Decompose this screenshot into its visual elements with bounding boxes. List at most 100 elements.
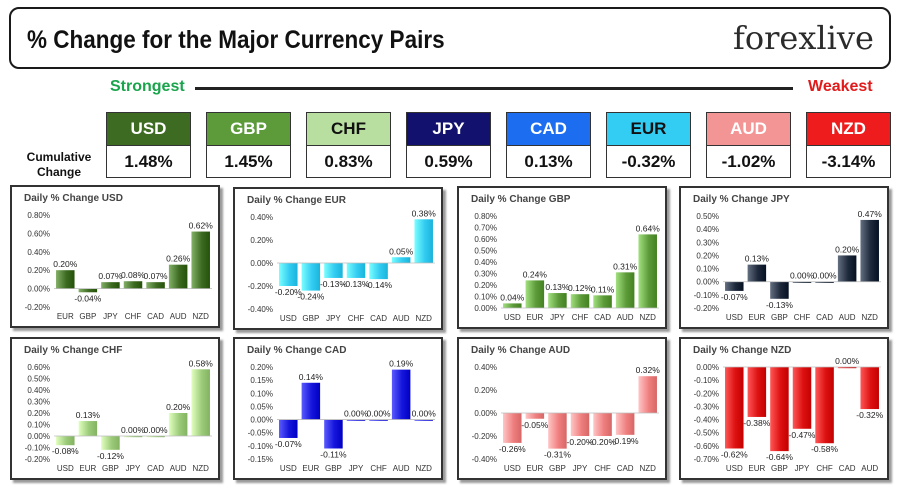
data-label: -0.11%	[320, 449, 347, 459]
bar-chart: 0.00% 0.10% 0.20% 0.30% 0.40% 0.50% 0.60% 0.70%…	[474, 212, 661, 322]
bar-eur	[78, 421, 98, 436]
y-tick-label: 0.00%	[474, 304, 497, 313]
bar-nzd	[638, 376, 657, 413]
y-tick-label: 0.00%	[27, 432, 50, 441]
data-label: -0.12%	[97, 451, 124, 461]
x-tick-label: CAD	[147, 464, 164, 473]
data-label: 0.58%	[189, 358, 214, 368]
y-tick-label: -0.15%	[248, 455, 273, 464]
data-label: -0.64%	[766, 452, 793, 462]
currency-value-eur: -0.32%	[606, 146, 691, 178]
data-label: -0.20%	[275, 287, 302, 297]
bar-jpy	[792, 367, 812, 429]
bar-jpy	[570, 413, 590, 436]
x-tick-label: CHF	[594, 464, 611, 473]
x-tick-label: EUR	[748, 464, 765, 473]
bar-aud	[168, 264, 188, 289]
bar-cad	[146, 436, 165, 438]
x-tick-label: CHF	[370, 464, 387, 473]
y-tick-label: 0.60%	[27, 363, 50, 372]
bar-cad	[615, 413, 635, 435]
data-label: -0.19%	[612, 436, 639, 446]
data-label: 0.00%	[412, 409, 437, 419]
x-tick-label: GBP	[771, 313, 788, 322]
y-tick-label: -0.40%	[472, 455, 497, 464]
y-tick-label: 0.50%	[474, 247, 497, 256]
x-tick-label: CAD	[617, 464, 634, 473]
y-tick-label: 0.00%	[250, 416, 273, 425]
data-label: 0.07%	[144, 271, 169, 281]
currency-box-usd: USD	[106, 112, 191, 146]
y-tick-label: 0.00%	[27, 285, 50, 294]
weakest-label: Weakest	[808, 78, 873, 95]
chart-title: Daily % Change AUD	[471, 345, 571, 356]
x-tick-label: EUR	[57, 312, 74, 321]
y-tick-label: 0.10%	[696, 265, 719, 274]
y-tick-label: 0.10%	[474, 293, 497, 302]
x-tick-label: CAD	[839, 464, 856, 473]
chart-panel-eur: Daily % Change EUR -0.40% -0.20% 0.00% 0.20…	[233, 187, 443, 330]
y-tick-label: 0.00%	[474, 409, 497, 418]
data-label: 0.00%	[790, 271, 815, 281]
bar-chart: -0.70% -0.60% -0.50% -0.40% -0.30% -0.20% -0.1…	[694, 356, 884, 473]
x-tick-label: AUD	[861, 464, 878, 473]
bar-gbp	[301, 263, 321, 291]
x-tick-label: USD	[504, 313, 521, 322]
x-tick-label: JPY	[126, 464, 141, 473]
bar-cad	[815, 281, 834, 283]
x-tick-label: AUD	[170, 312, 187, 321]
x-tick-label: AUD	[393, 314, 410, 323]
chart-panel-cad: Daily % Change CAD -0.15% -0.10% -0.05% 0.0…	[233, 337, 443, 480]
y-tick-label: -0.40%	[248, 305, 273, 314]
x-tick-label: JPY	[349, 464, 364, 473]
x-tick-label: AUD	[393, 464, 410, 473]
x-tick-label: CHF	[816, 464, 833, 473]
bar-chart: -0.20% -0.10% 0.00% 0.10% 0.20% 0.30% 0.40% 0.5…	[694, 209, 883, 322]
x-tick-label: CHF	[794, 313, 811, 322]
bar-aud	[391, 257, 411, 263]
chart-title: Daily % Change EUR	[247, 195, 346, 206]
x-tick-label: USD	[504, 464, 521, 473]
x-tick-label: USD	[280, 314, 297, 323]
data-label: -0.26%	[499, 444, 526, 454]
currency-box-gbp: GBP	[206, 112, 291, 146]
data-label: 0.07%	[98, 271, 123, 281]
data-label: 0.11%	[591, 284, 615, 294]
bar-eur	[525, 413, 545, 419]
y-tick-label: 0.20%	[250, 363, 273, 372]
x-tick-label: AUD	[617, 313, 634, 322]
y-tick-label: 0.40%	[27, 248, 50, 257]
y-tick-label: 0.30%	[474, 270, 497, 279]
bar-usd	[725, 367, 744, 449]
bar-chart: -0.40% -0.20% 0.00% 0.20% 0.40% -0.26% USD -0.0…	[472, 363, 661, 473]
bar-chart: -0.40%-0.20%0.00%0.20%0.40%-0.20%USD-0.2…	[248, 208, 437, 323]
bar-chart: -0.20% -0.10% 0.00% 0.10% 0.20% 0.30% 0.40% 0.5…	[25, 358, 214, 473]
y-tick-label: -0.20%	[694, 389, 719, 398]
y-tick-label: 0.20%	[27, 266, 50, 275]
data-label: 0.00%	[367, 409, 392, 419]
data-label: 0.13%	[545, 282, 570, 292]
bar-eur	[301, 382, 321, 420]
bar-jpy	[324, 263, 343, 278]
data-label: -0.20%	[589, 437, 616, 447]
data-label: -0.13%	[320, 279, 347, 289]
data-label: 0.64%	[636, 223, 661, 233]
y-tick-label: 0.70%	[474, 224, 497, 233]
data-label: 0.19%	[389, 359, 414, 369]
x-tick-label: JPY	[103, 312, 118, 321]
bar-jpy	[346, 419, 366, 421]
chart-panel-nzd: Daily % Change NZD -0.70% -0.60% -0.50% -0.…	[679, 337, 889, 480]
x-tick-label: EUR	[79, 464, 96, 473]
bar-chart: -0.15% -0.10% -0.05% 0.00% 0.05% 0.10% 0.15% 0.…	[248, 359, 437, 473]
bar-gbp	[770, 367, 789, 452]
y-tick-label: 0.40%	[696, 225, 719, 234]
bar-eur	[525, 280, 545, 308]
x-tick-label: NZD	[192, 464, 209, 473]
data-label: -0.62%	[721, 449, 748, 459]
y-tick-label: 0.60%	[474, 235, 497, 244]
data-label: 0.47%	[858, 209, 883, 219]
bar-gbp	[324, 419, 343, 449]
currency-box-cad: CAD	[506, 112, 591, 146]
brand-logo: forexlive	[733, 19, 874, 57]
bar-jpy	[123, 436, 143, 438]
